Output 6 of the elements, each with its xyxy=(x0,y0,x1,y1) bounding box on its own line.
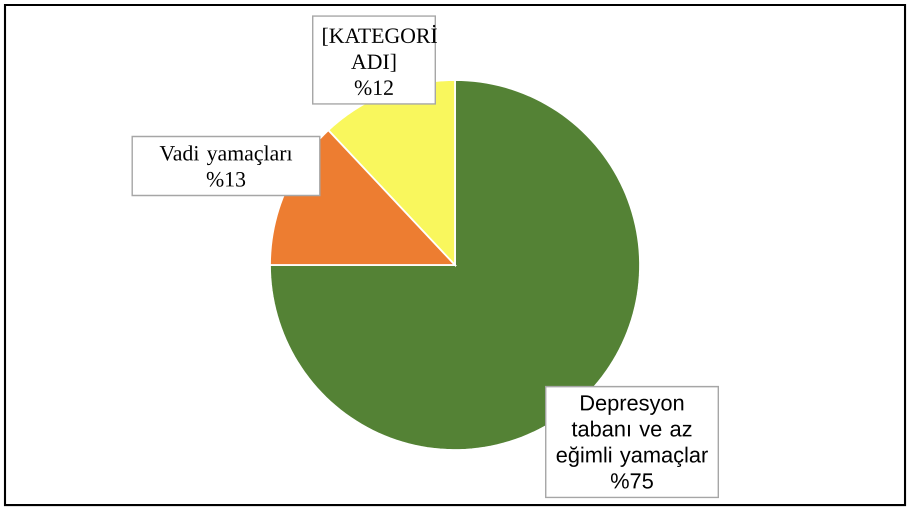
slice-label: Depresyon tabanı ve az eğimli yamaçlar xyxy=(556,395,708,468)
data-label: %12 xyxy=(354,80,393,96)
data-label: %13 xyxy=(206,172,246,187)
data-label: %75 xyxy=(610,473,653,489)
slice-label: Vadi yamaçları xyxy=(160,145,292,166)
slice-label: [KATEGORİ ADI] xyxy=(323,24,437,72)
